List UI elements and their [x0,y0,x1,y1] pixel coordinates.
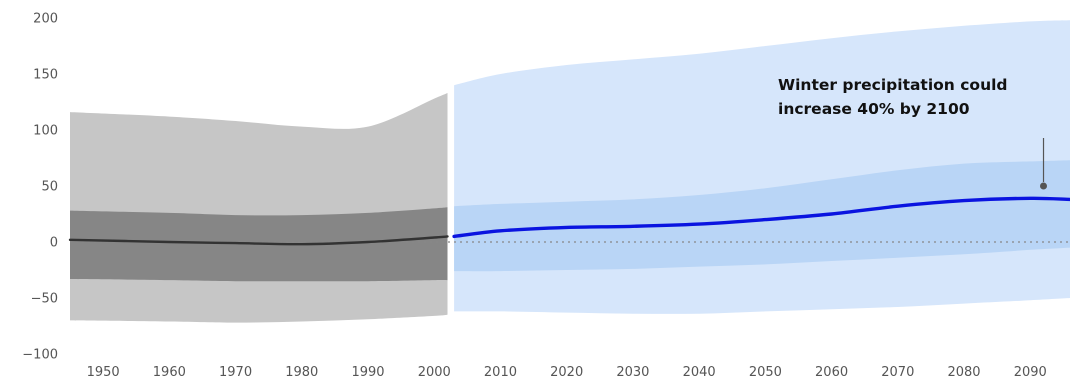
x-tick-label: 2000 [418,365,451,380]
annotation-text-line: Winter precipitation could [778,76,1008,94]
x-tick-label: 2040 [683,365,716,380]
x-tick-label: 2080 [947,365,980,380]
annotation: Winter precipitation could increase 40% b… [778,76,1048,190]
historical-outer-band [70,93,448,323]
x-tick-label: 2020 [550,365,583,380]
x-tick-label: 2090 [1014,365,1047,380]
annotation-marker-dot [1040,182,1048,190]
x-tick-label: 1950 [87,365,120,380]
y-tick-label: 150 [33,68,58,83]
y-tick-label: −50 [31,292,58,307]
x-tick-label: 1970 [219,365,252,380]
y-tick-label: 100 [33,124,58,139]
x-tick-label: 1960 [153,365,186,380]
x-tick-label: 2050 [749,365,782,380]
uncertainty-bands [70,20,1070,323]
median-lines [68,196,1070,246]
projected-inner-band [454,160,1070,272]
y-axis-ticks: 200 150 100 50 0 −50 −100 [22,12,58,363]
annotation-text-line: increase 40% by 2100 [778,100,970,118]
x-tick-label: 2060 [815,365,848,380]
historical-median-line [68,235,449,246]
y-tick-label: 50 [41,180,58,195]
x-tick-label: 2010 [484,365,517,380]
y-tick-label: 0 [50,236,58,251]
x-tick-label: 1990 [351,365,384,380]
y-tick-label: −100 [22,348,58,363]
projected-median-line [452,196,1070,239]
x-axis-ticks: 1950 1960 1970 1980 1990 2000 2010 2020 2030 2040… [87,365,1047,380]
x-tick-label: 1980 [285,365,318,380]
x-tick-label: 2070 [881,365,914,380]
y-tick-label: 200 [33,12,58,27]
x-tick-label: 2030 [616,365,649,380]
